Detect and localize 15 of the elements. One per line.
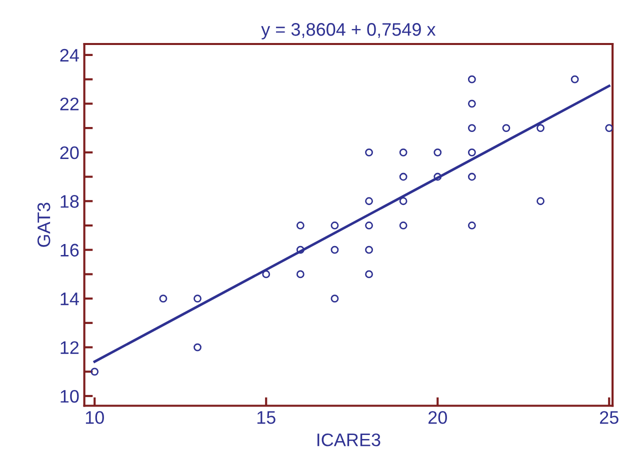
x-axis-title: ICARE3 bbox=[317, 433, 380, 446]
y-tick-label: 12 bbox=[60, 341, 79, 354]
x-tick-label: 10 bbox=[86, 411, 104, 424]
y-tick-label: 18 bbox=[60, 195, 79, 208]
y-tick-label: 10 bbox=[60, 390, 79, 403]
y-tick-label: 22 bbox=[60, 98, 79, 110]
y-tick-label: 14 bbox=[60, 292, 79, 306]
y-axis-title: GAT3 bbox=[37, 202, 50, 247]
chart-title: y = 3,8604 + 0,7549 x bbox=[261, 23, 436, 40]
x-tick-label: 20 bbox=[428, 411, 447, 424]
x-tick-label: 25 bbox=[600, 411, 618, 424]
y-tick-label: 16 bbox=[60, 244, 79, 257]
y-tick-label: 24 bbox=[60, 48, 79, 62]
x-tick-label: 15 bbox=[257, 411, 276, 424]
y-tick-label: 20 bbox=[60, 146, 79, 160]
